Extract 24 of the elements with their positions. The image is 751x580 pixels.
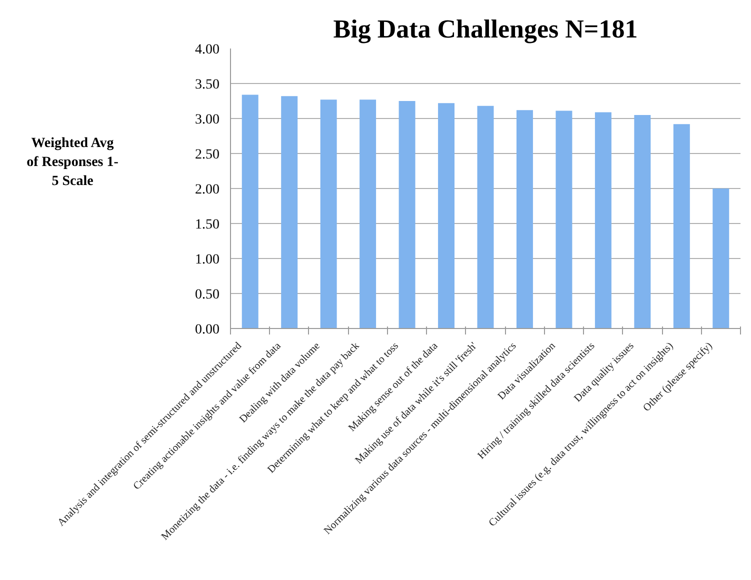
y-tick-label: 2.00 [195, 182, 220, 198]
bar [477, 106, 494, 328]
bar [673, 124, 690, 328]
bar [712, 188, 730, 328]
bar [398, 101, 416, 328]
bar [516, 110, 533, 328]
y-tick-label: 3.00 [195, 112, 220, 128]
bar [360, 100, 376, 328]
y-axis-title: Weighted Avg of Responses 1-5 Scale [26, 135, 120, 191]
y-tick-label: 2.50 [195, 148, 220, 162]
y-tick-label: 4.00 [195, 42, 220, 58]
y-tick-label: 0.00 [195, 322, 220, 338]
bar [634, 115, 651, 328]
chart-title: Big Data Challenges N=181 [333, 14, 638, 44]
y-tick-label: 3.50 [195, 78, 220, 92]
y-tick-label: 1.50 [195, 218, 220, 232]
bar [320, 100, 337, 328]
bar [281, 96, 298, 328]
bar [556, 110, 572, 328]
bar [594, 112, 612, 328]
y-tick-label: 0.50 [195, 288, 220, 302]
bar [242, 94, 258, 328]
bar [438, 103, 455, 328]
y-tick-label: 1.00 [195, 252, 220, 268]
